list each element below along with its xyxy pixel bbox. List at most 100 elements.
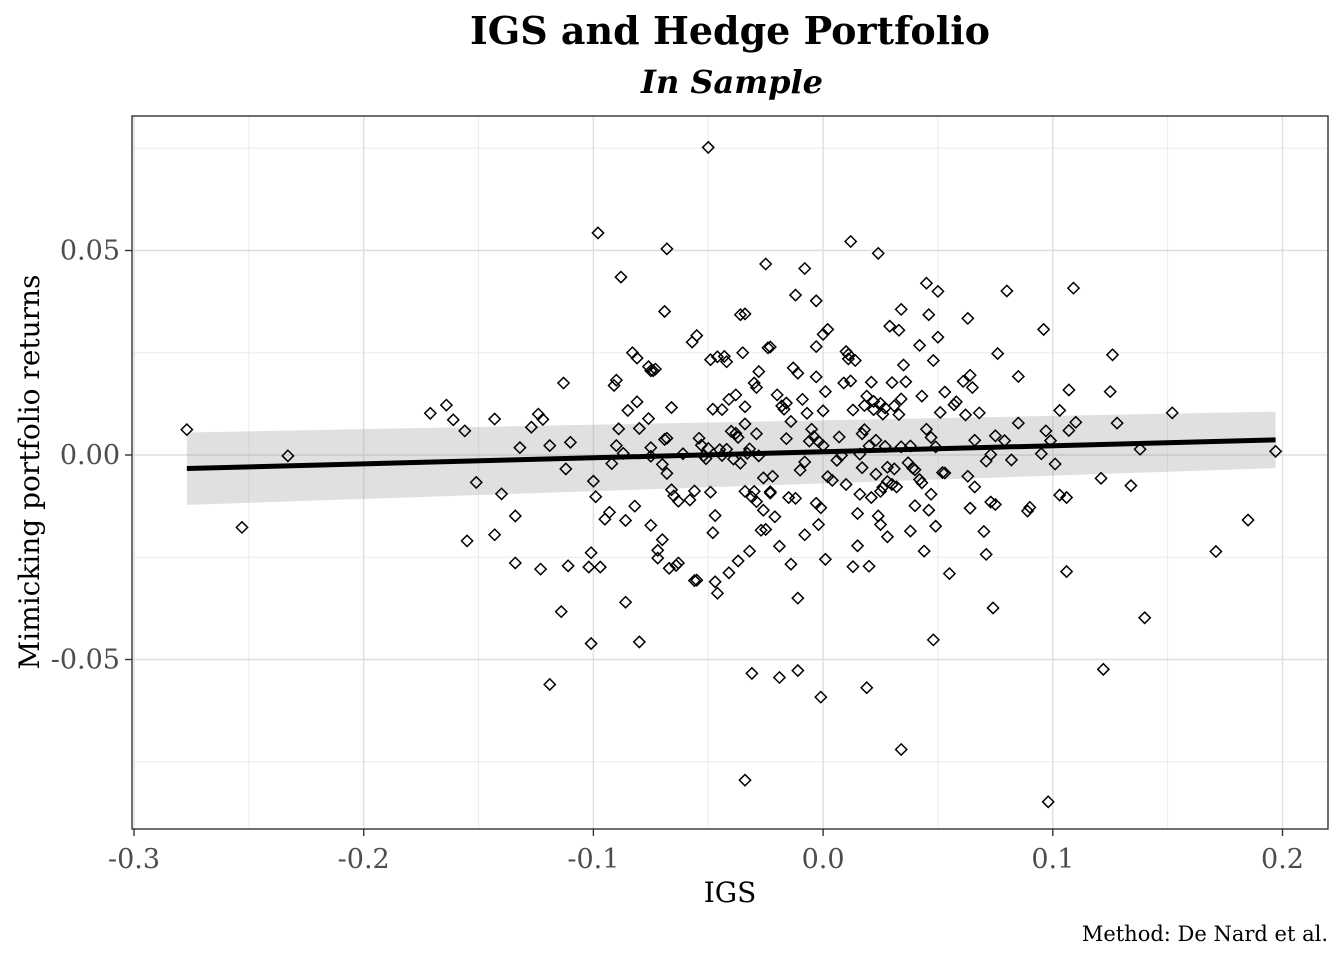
data-point	[977, 524, 991, 539]
data-point	[736, 346, 750, 360]
data-point	[655, 457, 669, 472]
data-point	[694, 438, 709, 452]
data-point	[798, 455, 812, 469]
data-point	[745, 666, 759, 681]
data-point	[602, 505, 617, 519]
data-point	[862, 559, 876, 573]
x-tick-label: 0.0	[802, 844, 845, 875]
data-point	[915, 476, 929, 490]
data-point	[818, 552, 833, 566]
data-point	[821, 322, 835, 337]
data-point	[988, 429, 1003, 443]
data-point	[685, 335, 699, 349]
data-point	[533, 562, 548, 576]
data-point	[873, 484, 888, 499]
data-point	[986, 601, 1000, 615]
data-point	[731, 430, 745, 445]
data-point	[513, 440, 527, 455]
data-point	[556, 376, 571, 390]
data-point	[800, 406, 814, 420]
data-point	[1062, 383, 1076, 397]
data-point	[598, 512, 612, 526]
data-point	[860, 681, 874, 695]
data-point	[722, 392, 736, 407]
x-tick-label: 0.2	[1261, 844, 1304, 875]
data-point	[706, 526, 720, 540]
data-point	[180, 422, 194, 437]
data-point	[593, 560, 607, 574]
y-tick-label: 0.00	[60, 440, 120, 471]
confidence-band-area	[186, 411, 1276, 505]
data-point	[676, 447, 690, 461]
data-point	[791, 591, 805, 605]
data-point	[660, 242, 674, 256]
data-point	[935, 465, 950, 480]
data-point	[630, 395, 644, 409]
data-point	[582, 560, 596, 574]
data-point	[1094, 471, 1108, 485]
data-point	[487, 412, 502, 426]
data-point	[961, 311, 975, 326]
data-point	[1011, 416, 1026, 430]
data-point	[719, 355, 734, 369]
data-point	[715, 402, 729, 417]
data-point	[961, 469, 975, 483]
data-point	[754, 523, 768, 537]
data-point	[708, 508, 722, 523]
data-point	[903, 524, 918, 538]
data-point	[1241, 513, 1255, 527]
data-point	[749, 494, 764, 509]
data-point	[871, 246, 885, 261]
x-tick-label: -0.1	[567, 844, 619, 875]
data-point	[612, 422, 626, 436]
data-point	[1059, 564, 1074, 579]
data-point	[494, 487, 509, 501]
data-point	[618, 595, 633, 609]
data-point	[798, 528, 812, 542]
data-point	[809, 339, 823, 354]
data-point	[742, 544, 757, 558]
data-point	[988, 497, 1003, 512]
data-point	[648, 362, 663, 376]
data-point	[708, 575, 722, 589]
data-point	[873, 517, 888, 532]
data-point	[830, 453, 844, 467]
data-point	[1053, 403, 1067, 418]
data-point	[899, 375, 913, 389]
data-point	[832, 430, 846, 444]
data-point	[235, 520, 249, 535]
data-point	[779, 431, 794, 446]
data-point	[487, 528, 502, 542]
data-point	[543, 677, 557, 692]
data-point	[763, 485, 777, 499]
data-point	[687, 484, 702, 498]
data-point	[621, 403, 635, 418]
data-point	[892, 323, 906, 337]
chart-caption: Method: De Nard et al.	[1082, 922, 1328, 946]
data-point	[908, 463, 922, 477]
data-point	[788, 288, 803, 302]
data-point	[809, 294, 823, 308]
data-point	[664, 400, 679, 415]
data-point	[1124, 479, 1138, 493]
data-point	[788, 491, 803, 506]
data-point	[469, 475, 483, 490]
data-point	[1048, 457, 1062, 471]
data-point	[772, 670, 787, 685]
y-axis: -0.05 0.00 0.05	[51, 236, 132, 676]
data-point	[855, 427, 869, 441]
data-point	[662, 561, 676, 575]
data-point	[922, 503, 936, 517]
data-point	[618, 513, 633, 528]
data-point	[554, 604, 568, 619]
x-tick-label: -0.3	[108, 844, 160, 875]
data-point	[814, 501, 828, 515]
data-point	[632, 635, 647, 649]
data-point	[848, 353, 862, 368]
data-point	[947, 398, 961, 412]
data-point	[460, 534, 474, 548]
data-point	[589, 490, 603, 504]
data-point	[784, 557, 798, 571]
data-point	[1036, 322, 1051, 337]
